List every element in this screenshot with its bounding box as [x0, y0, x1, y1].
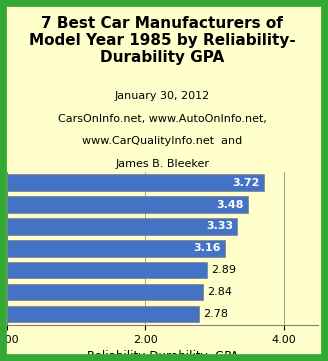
- Bar: [7, 174, 264, 191]
- Bar: [7, 306, 199, 322]
- Bar: [7, 240, 225, 257]
- Text: 7 Best Car Manufacturers of
Model Year 1985 by Reliability-
Durability GPA: 7 Best Car Manufacturers of Model Year 1…: [29, 16, 296, 65]
- Text: 3.72: 3.72: [233, 178, 260, 188]
- Bar: [7, 196, 248, 213]
- Text: 2.78: 2.78: [203, 309, 228, 319]
- Bar: [7, 262, 207, 278]
- Bar: [7, 218, 237, 235]
- Text: James B. Bleeker: James B. Bleeker: [115, 159, 209, 169]
- X-axis label: Reliability-Durability  GPA: Reliability-Durability GPA: [87, 350, 238, 361]
- Text: www.CarQualityInfo.net  and: www.CarQualityInfo.net and: [82, 136, 242, 146]
- Text: CarsOnInfo.net, www.AutoOnInfo.net,: CarsOnInfo.net, www.AutoOnInfo.net,: [58, 114, 267, 124]
- Text: 3.16: 3.16: [194, 243, 221, 253]
- Bar: [7, 284, 203, 300]
- Text: 2.89: 2.89: [211, 265, 236, 275]
- Text: 3.33: 3.33: [206, 221, 233, 231]
- Text: 2.84: 2.84: [207, 287, 232, 297]
- Text: January 30, 2012: January 30, 2012: [115, 91, 210, 101]
- Text: 3.48: 3.48: [216, 200, 243, 209]
